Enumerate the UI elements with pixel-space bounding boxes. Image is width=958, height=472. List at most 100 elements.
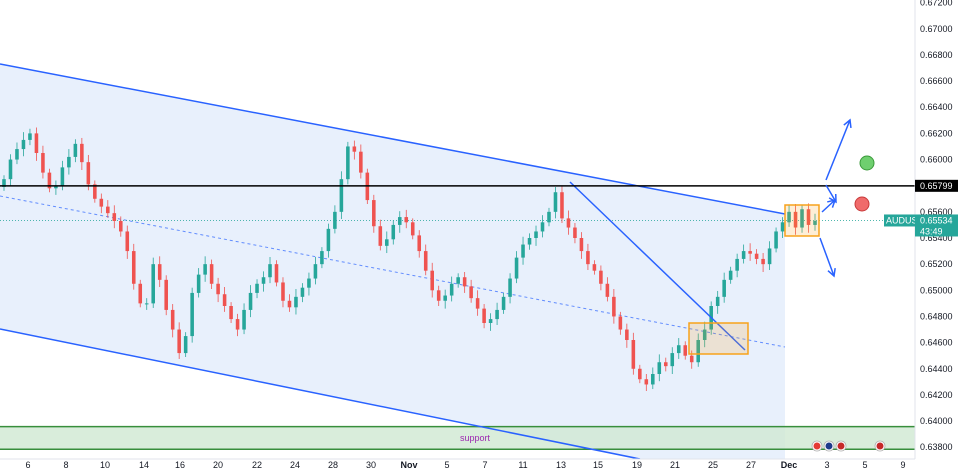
candle-body [715, 296, 720, 306]
y-tick-label: 0.65200 [920, 259, 953, 269]
candle-body [748, 251, 752, 254]
arrow-small-up [821, 199, 836, 213]
candle-body [806, 209, 811, 225]
x-tick-label: 5 [862, 460, 867, 470]
event-icon-fill [876, 442, 884, 450]
x-tick-label: 27 [746, 460, 756, 470]
candle-body [326, 228, 331, 252]
candle-body [449, 283, 454, 296]
x-tick-label: 6 [25, 460, 30, 470]
symbol-tag-bg [884, 214, 915, 227]
candle-body [261, 277, 266, 284]
candle-body [67, 156, 71, 168]
candle-body [495, 309, 499, 320]
x-tick-label: 19 [632, 460, 642, 470]
arrow-small-down-head [828, 193, 837, 204]
y-tick-label: 0.64600 [920, 338, 953, 348]
candle-body [702, 329, 707, 340]
candle-body [378, 226, 383, 246]
candle-body [488, 319, 493, 323]
last-price-tag-bg [915, 214, 958, 237]
candle-body [800, 209, 804, 228]
candle-body [320, 251, 324, 265]
candle-body [339, 179, 344, 212]
x-tick-label: 28 [328, 460, 338, 470]
candle-body [209, 264, 214, 284]
candle-body [683, 345, 688, 356]
candle-body [443, 295, 447, 301]
candle-body [281, 282, 285, 301]
candle-body [696, 340, 701, 363]
candle-body [456, 277, 460, 284]
candle-body [131, 251, 136, 284]
candle-body [735, 258, 739, 271]
candle-body [93, 184, 97, 199]
candle-body [47, 172, 52, 189]
candle-body [482, 308, 486, 323]
y-tick-label: 0.66400 [920, 102, 953, 112]
candle-body [793, 211, 798, 228]
candle-body [274, 264, 279, 283]
candle-body [15, 149, 19, 160]
candle-body [728, 270, 733, 280]
channel-lower-line [0, 328, 641, 460]
x-tick-label: 7 [482, 460, 487, 470]
candle-body [248, 292, 253, 310]
y-tick-label: 0.64000 [920, 416, 953, 426]
candle-body [359, 151, 363, 173]
x-tick-label: 25 [708, 460, 718, 470]
symbol-label: AUDUSD [886, 215, 925, 225]
candle-body [151, 264, 156, 304]
channel-upper-line [0, 63, 786, 215]
candle-body [196, 274, 201, 293]
channel-fill [0, 64, 785, 459]
trend-line [569, 181, 746, 351]
x-tick-label: 20 [213, 460, 223, 470]
candle-body [761, 258, 765, 265]
y-tick-label: 0.65400 [920, 233, 953, 243]
candle-body [644, 379, 649, 385]
x-tick-label: 15 [593, 460, 603, 470]
y-tick-label: 0.64400 [920, 364, 953, 374]
flag-us-icon [835, 440, 847, 452]
y-tick-label: 0.64200 [920, 390, 953, 400]
candle-body [417, 235, 422, 252]
x-tick-label: 21 [670, 460, 680, 470]
candle-body [521, 244, 525, 258]
candle-body [8, 159, 13, 180]
candle-body [547, 211, 551, 223]
candle-body [651, 374, 655, 385]
candle-body [514, 257, 519, 279]
flag-au-icon [823, 440, 835, 452]
candle-body [475, 298, 480, 309]
candle-body [689, 355, 694, 363]
candle-body [125, 231, 130, 252]
lightning-icon [811, 440, 823, 452]
last-price-value: 0.65534 [920, 215, 953, 225]
accumulation-box [688, 322, 749, 355]
candle-body [268, 264, 272, 278]
candle-body [774, 231, 778, 249]
x-tick-label: 22 [252, 460, 262, 470]
channel-midline [0, 195, 786, 348]
y-tick-label: 0.67000 [920, 24, 953, 34]
candle-body [385, 239, 389, 246]
x-axis-panel [0, 459, 958, 472]
y-tick-label: 0.66000 [920, 155, 953, 165]
candle-body [501, 296, 506, 310]
candle-body [144, 303, 149, 305]
candle-body [118, 221, 123, 232]
candle-body [638, 368, 642, 380]
candle-body [294, 296, 298, 308]
y-tick-label: 0.66600 [920, 76, 953, 86]
candle-body [436, 290, 441, 301]
candle-body [60, 167, 65, 186]
candle-body [2, 179, 6, 187]
candle-body [410, 222, 415, 236]
candle-body [553, 192, 558, 212]
candle-body [605, 283, 610, 297]
x-tick-label: 16 [175, 460, 185, 470]
candle-body [28, 133, 32, 140]
arrow-up [825, 119, 851, 181]
